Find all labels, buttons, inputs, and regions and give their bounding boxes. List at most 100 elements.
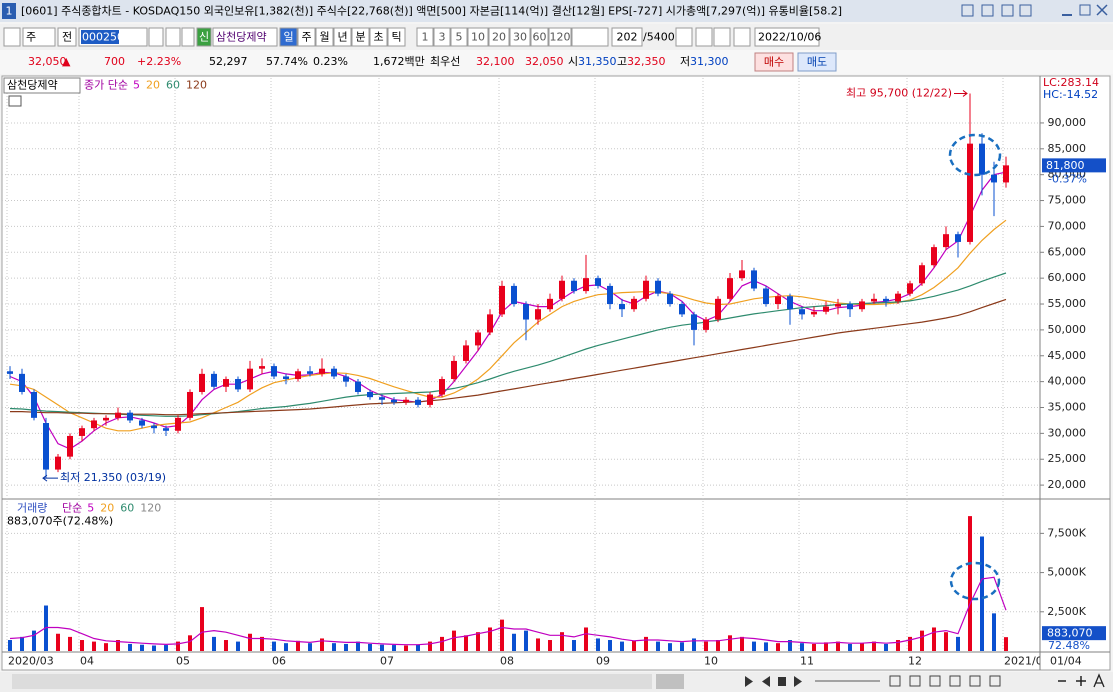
- scroll-buttons[interactable]: [745, 673, 1105, 688]
- volume-bar: [272, 641, 276, 651]
- prev-box[interactable]: [57, 27, 77, 47]
- interval[interactable]: 30: [513, 31, 527, 44]
- stock-name[interactable]: 삼천당제약: [216, 30, 267, 44]
- volume-bar: [848, 643, 852, 651]
- buy-label[interactable]: 매수: [764, 56, 784, 69]
- interval-box[interactable]: [548, 27, 572, 47]
- button[interactable]: [989, 675, 1001, 687]
- period[interactable]: 월: [319, 31, 329, 44]
- chart-title: 거래량: [17, 502, 47, 515]
- interval-box[interactable]: [467, 27, 489, 47]
- period[interactable]: 틱: [391, 31, 401, 44]
- button[interactable]: [762, 676, 770, 687]
- checkbox-box[interactable]: [3, 27, 21, 47]
- interval-box[interactable]: [530, 27, 549, 47]
- period[interactable]: 년: [337, 31, 347, 44]
- interval-box[interactable]: [450, 27, 468, 47]
- interval[interactable]: 60: [533, 31, 547, 44]
- stock-name-box[interactable]: [212, 27, 278, 47]
- button[interactable]: [745, 676, 753, 687]
- y-tick-label: 70,000: [1048, 219, 1087, 232]
- y-tick-label: 75,000: [1048, 194, 1087, 207]
- count-box[interactable]: [611, 27, 643, 47]
- count[interactable]: 202: [617, 31, 638, 44]
- title-icons[interactable]: [961, 4, 1108, 17]
- volume-bar: [656, 641, 660, 651]
- tool-icon-box[interactable]: [675, 27, 693, 47]
- sound-box[interactable]: [165, 27, 181, 47]
- button[interactable]: [778, 677, 786, 686]
- icon[interactable]: [961, 4, 974, 17]
- interval[interactable]: 1: [422, 31, 429, 44]
- interval[interactable]: 5: [456, 31, 463, 44]
- chart-area: [1, 75, 1111, 671]
- interval[interactable]: 10: [471, 31, 485, 44]
- sell-button[interactable]: [797, 52, 837, 72]
- button[interactable]: [949, 675, 961, 687]
- buy-button[interactable]: [754, 52, 794, 72]
- volume-bar: [428, 641, 432, 651]
- button[interactable]: [909, 675, 921, 687]
- candle-body: [175, 417, 181, 431]
- scroll-track[interactable]: [12, 674, 652, 689]
- interval[interactable]: 3: [439, 31, 446, 44]
- volume-bar: [116, 640, 120, 651]
- tool-icon-box[interactable]: [695, 27, 713, 47]
- y-tick-label: 90,000: [1048, 116, 1087, 129]
- button[interactable]: [889, 675, 901, 687]
- button[interactable]: [969, 675, 981, 687]
- market-box[interactable]: [22, 27, 56, 47]
- icon[interactable]: [981, 4, 994, 17]
- badge-box[interactable]: [196, 27, 212, 47]
- grid-icon[interactable]: [8, 95, 22, 107]
- volume-bar: [212, 636, 216, 651]
- date[interactable]: 2022/10/06: [758, 31, 821, 44]
- period-box[interactable]: [369, 27, 388, 47]
- code[interactable]: 000250: [82, 31, 124, 44]
- icon[interactable]: [1019, 4, 1032, 17]
- candle-body: [391, 399, 397, 403]
- period[interactable]: 초: [373, 31, 383, 44]
- period-box[interactable]: [279, 27, 298, 47]
- date-box[interactable]: [754, 27, 820, 47]
- button[interactable]: [929, 675, 941, 687]
- period[interactable]: 주: [301, 31, 311, 44]
- sell-label[interactable]: 매도: [807, 56, 827, 69]
- period-box[interactable]: [315, 27, 334, 47]
- interval[interactable]: 120: [550, 31, 571, 44]
- zoom-in[interactable]: [1076, 676, 1086, 686]
- scroll-thumb[interactable]: [656, 674, 684, 689]
- interval[interactable]: 20: [492, 31, 506, 44]
- period-box[interactable]: [333, 27, 352, 47]
- icon[interactable]: [1001, 4, 1014, 17]
- y-tick-label: 60,000: [1048, 271, 1087, 284]
- button[interactable]: [794, 676, 802, 687]
- close[interactable]: [1096, 4, 1108, 16]
- market[interactable]: 주: [26, 31, 36, 44]
- interval-box[interactable]: [416, 27, 434, 47]
- period[interactable]: 일: [283, 30, 293, 44]
- search-box[interactable]: [148, 27, 164, 47]
- period-box[interactable]: [297, 27, 316, 47]
- interval-box[interactable]: [488, 27, 510, 47]
- interval-box[interactable]: [433, 27, 451, 47]
- last-change: -0.37%: [1048, 172, 1087, 185]
- tool-icon-box[interactable]: [713, 27, 731, 47]
- quote-item: 57.74%: [266, 55, 308, 68]
- maximize[interactable]: [1079, 4, 1091, 16]
- period-box[interactable]: [351, 27, 370, 47]
- period[interactable]: 분: [355, 31, 365, 44]
- tool-icon-box[interactable]: [733, 27, 751, 47]
- badge[interactable]: 신: [199, 31, 209, 44]
- period-box[interactable]: [387, 27, 406, 47]
- toolbar-controls: 주 전 000250 신 삼천당제약 일 주 월 년 분 초 틱 1 3 5 10 20 30 60 120 202/5…: [3, 27, 821, 47]
- volume-bar: [824, 642, 828, 651]
- prev[interactable]: 전: [62, 31, 72, 44]
- x-tick-label: 2021/0: [1004, 655, 1043, 668]
- menu-box[interactable]: [181, 27, 195, 47]
- volume-bar: [752, 641, 756, 651]
- interval-box[interactable]: [509, 27, 531, 47]
- font-size[interactable]: [1093, 673, 1105, 688]
- volume-bar: [8, 640, 12, 651]
- combo-box[interactable]: [571, 27, 609, 47]
